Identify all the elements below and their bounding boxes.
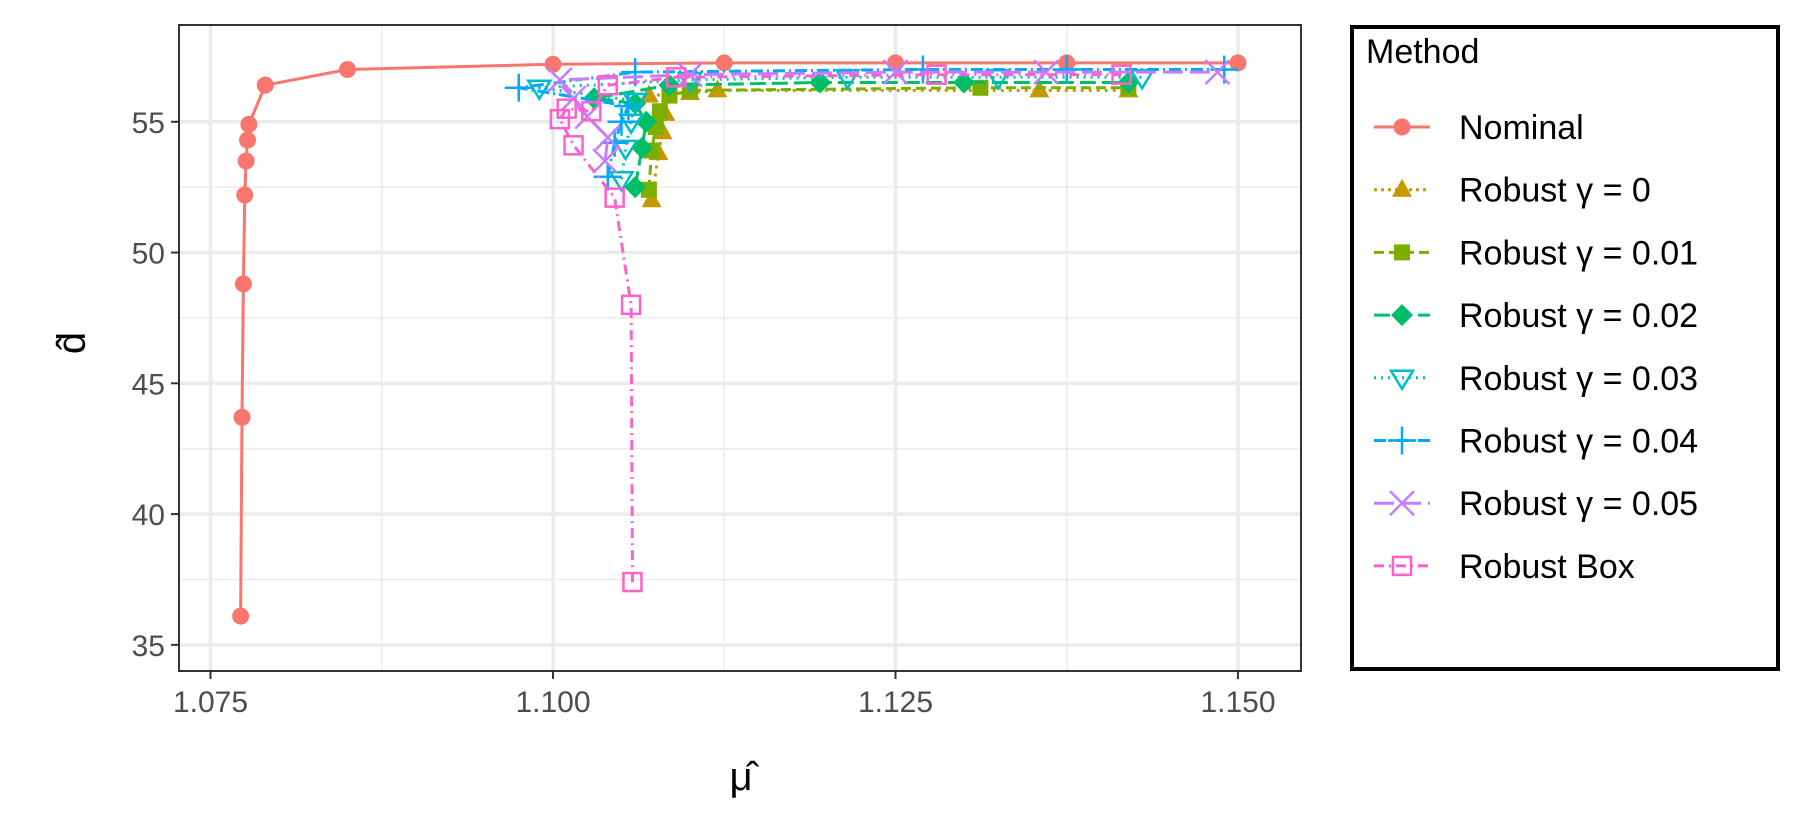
legend-item-robust-gamma-0-05: Robust γ = 0.05 xyxy=(1374,485,1698,523)
y-tick-label: 50 xyxy=(132,238,165,271)
data-point-nominal xyxy=(544,55,562,73)
data-point-robust-gamma-0-05 xyxy=(546,67,573,93)
legend-key-marker xyxy=(1392,178,1412,197)
legend-label: Robust γ = 0.02 xyxy=(1459,297,1698,335)
legend-item-nominal: Nominal xyxy=(1374,109,1584,147)
data-point-robust-gamma-0-03 xyxy=(526,79,553,102)
legend-key-marker xyxy=(1394,244,1410,261)
data-point-robust-gamma-0-01 xyxy=(640,181,657,198)
x-tick-label: 1.100 xyxy=(515,686,590,719)
data-point-robust-gamma-0-03 xyxy=(621,92,649,115)
data-point-robust-box xyxy=(563,135,584,156)
series-layer xyxy=(232,54,1247,625)
legend-label: Nominal xyxy=(1459,109,1584,147)
data-point-robust-gamma-0-04 xyxy=(607,107,636,136)
data-point-robust-box xyxy=(597,74,619,96)
legend-label: Robust γ = 0.03 xyxy=(1459,360,1698,398)
legend-title: Method xyxy=(1366,33,1479,71)
data-point-robust-gamma-0 xyxy=(641,189,662,208)
legend-label: Robust Box xyxy=(1459,548,1635,586)
x-tick-label: 1.150 xyxy=(1200,686,1275,719)
data-point-robust-gamma-0-01 xyxy=(651,103,668,120)
legend-key-marker xyxy=(1388,426,1416,455)
series-line-robust-gamma-0-01 xyxy=(647,86,1129,190)
legend-item-robust-gamma-0: Robust γ = 0 xyxy=(1374,172,1651,210)
series-robust-gamma-0-05 xyxy=(546,59,1231,174)
data-point-robust-gamma-0-04 xyxy=(1052,55,1081,84)
data-point-nominal xyxy=(234,275,252,293)
legend-key-marker xyxy=(1391,304,1413,327)
plot-panel xyxy=(178,24,1302,672)
data-point-robust-box xyxy=(1111,64,1132,85)
data-point-robust-gamma-0-04 xyxy=(504,73,533,102)
data-point-robust-box xyxy=(556,98,577,119)
data-point-robust-gamma-0-03 xyxy=(617,113,645,136)
legend-items: Nominal Robust γ = 0 Robust γ = 0.01 Robust… xyxy=(1374,109,1698,586)
data-point-robust-gamma-0-02 xyxy=(624,176,647,199)
data-point-robust-box xyxy=(604,187,625,208)
data-point-nominal xyxy=(233,408,251,426)
legend-label: Robust γ = 0.04 xyxy=(1459,423,1698,461)
legend-item-robust-gamma-0-02: Robust γ = 0.02 xyxy=(1374,297,1698,335)
data-point-robust-gamma-0-03 xyxy=(612,139,639,162)
data-point-robust-box xyxy=(926,64,947,85)
legend-key-marker xyxy=(1393,118,1411,136)
data-point-robust-box xyxy=(581,101,602,122)
data-point-nominal xyxy=(232,607,250,625)
data-point-nominal xyxy=(240,115,258,133)
data-point-robust-gamma-0-04 xyxy=(908,55,937,84)
data-point-robust-gamma-0 xyxy=(707,79,728,98)
data-point-robust-gamma-0-05 xyxy=(594,124,621,151)
data-point-robust-gamma-0-05 xyxy=(882,59,909,85)
legend-label: Robust γ = 0 xyxy=(1459,172,1651,210)
legend-label: Robust γ = 0.01 xyxy=(1459,234,1698,272)
x-axis: 1.075 1.100 1.125 1.150 xyxy=(173,671,1276,719)
data-point-robust-gamma-0-05 xyxy=(1033,59,1060,85)
series-robust-box xyxy=(549,64,1132,593)
y-tick-label: 45 xyxy=(132,368,165,401)
data-point-robust-gamma-0-04 xyxy=(614,92,643,121)
data-point-robust-gamma-0-03 xyxy=(608,171,635,193)
legend-box xyxy=(1350,25,1780,671)
y-axis-title: d̂ xyxy=(50,332,94,354)
data-point-robust-gamma-0-05 xyxy=(1204,59,1231,85)
data-point-robust-box xyxy=(666,67,687,88)
legend-item-robust-box: Robust Box xyxy=(1374,548,1635,586)
series-nominal xyxy=(232,54,1247,625)
panel-background xyxy=(179,25,1301,671)
x-tick-label: 1.125 xyxy=(858,686,933,719)
data-point-robust-gamma-0-05 xyxy=(677,61,703,88)
legend-item-robust-gamma-0-01: Robust γ = 0.01 xyxy=(1374,234,1698,272)
legend-item-robust-gamma-0-03: Robust γ = 0.03 xyxy=(1374,360,1698,398)
data-point-robust-box xyxy=(620,294,642,316)
series-line-robust-box xyxy=(558,73,1122,583)
x-tick-label: 1.075 xyxy=(173,686,248,719)
legend-key-marker xyxy=(1388,369,1416,392)
y-tick-label: 35 xyxy=(132,630,165,663)
legend-key-marker xyxy=(1389,490,1415,517)
data-point-nominal xyxy=(236,186,254,204)
data-point-nominal xyxy=(715,54,733,72)
series-line-nominal xyxy=(239,61,1238,617)
series-line-robust-gamma-0-03 xyxy=(537,75,1143,180)
data-point-nominal xyxy=(1229,54,1247,72)
panel-border xyxy=(178,24,1302,672)
legend-label: Robust γ = 0.05 xyxy=(1459,485,1698,523)
data-point-nominal xyxy=(256,76,274,94)
data-point-robust-gamma-0-05 xyxy=(592,148,618,174)
data-point-robust-box xyxy=(549,108,571,130)
data-point-nominal xyxy=(238,131,256,149)
data-point-nominal xyxy=(237,152,255,170)
legend-key-marker xyxy=(1391,555,1413,577)
y-tick-label: 55 xyxy=(132,107,165,140)
legend-item-robust-gamma-0-04: Robust γ = 0.04 xyxy=(1374,423,1698,461)
grid xyxy=(179,25,1301,671)
y-tick-label: 40 xyxy=(132,499,165,532)
data-point-nominal xyxy=(339,60,357,78)
data-point-robust-box xyxy=(622,571,643,593)
legend: Method Nominal Robust γ = 0 Robust γ = 0.0… xyxy=(1350,25,1780,671)
y-axis: 35 40 45 50 55 xyxy=(132,107,179,663)
